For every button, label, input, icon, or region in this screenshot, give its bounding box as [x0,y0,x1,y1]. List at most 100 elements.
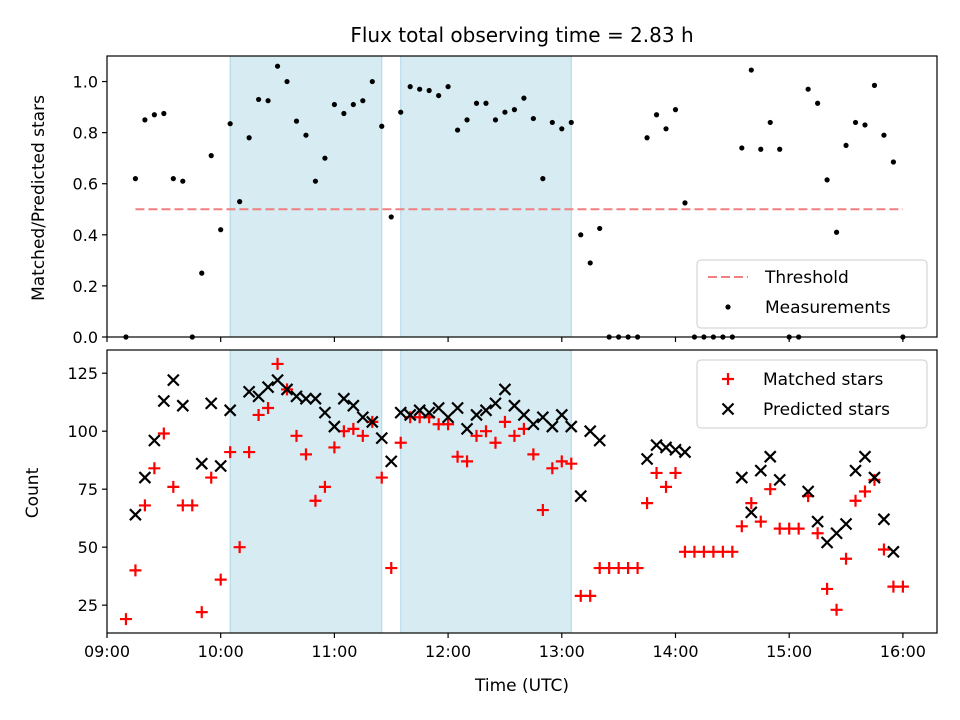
predicted-star-point-33 [451,401,464,415]
matched-star-point-69 [764,483,777,496]
predicted-star-point-66 [868,471,881,484]
matched-star-point-83 [896,580,909,593]
matched-star-point-55 [631,562,644,575]
bottom-y-axis-label: Count [23,467,43,518]
predicted-star-point-43 [546,420,559,433]
measurement-point-27 [369,78,375,85]
measurement-point-47 [559,126,565,132]
predicted-star-point-14 [271,373,284,387]
matched-star-point-68 [754,515,767,528]
measurement-point-34 [436,92,442,99]
predicted-star-point-62 [830,526,843,540]
measurement-point-57 [653,112,660,118]
top-shaded-interval-1 [229,55,383,338]
top-legend: Threshold Measurements [696,259,928,329]
x-tick-label-3: 11:00 [311,642,357,661]
predicted-star-point-17 [299,392,313,405]
bottom-axes-frame [106,349,938,634]
legend-predicted-label: Predicted stars [763,400,890,420]
matched-star-point-47 [555,455,568,468]
top-y-axis-label: Matched/Predicted stars [29,95,49,301]
predicted-star-point-18 [309,392,322,405]
predicted-star-point-27 [394,406,407,419]
matched-star-point-81 [877,543,890,556]
predicted-star-point-54 [735,471,749,484]
predicted-star-point-7 [195,457,209,470]
measurement-point-79 [862,122,868,128]
measurement-point-16 [265,98,271,104]
measurement-point-66 [739,145,745,151]
measurement-point-7 [180,178,186,184]
bottom-legend: Matched stars Predicted stars [696,359,928,429]
x-tick-label-1: 09:00 [84,642,130,661]
legend-threshold-label: Threshold [764,268,849,288]
measurement-point-14 [246,135,252,141]
matched-star-point-67 [745,497,758,510]
predicted-star-point-4 [157,394,171,408]
measurement-point-40 [492,117,499,123]
predicted-star-point-56 [754,464,768,477]
predicted-star-point-9 [214,459,227,473]
predicted-star-point-32 [441,410,455,424]
predicted-star-point-44 [555,408,569,422]
measurement-point-26 [360,98,366,104]
measurement-point-17 [274,63,281,69]
measurement-point-49 [578,232,584,238]
measurement-point-39 [483,100,489,106]
matched-star-point-6 [167,480,180,493]
predicted-star-point-39 [508,399,521,412]
matched-star-point-25 [347,422,360,435]
measurement-point-9 [199,270,205,276]
measurement-point-78 [852,119,859,126]
measurement-point-43 [521,95,527,101]
matched-star-point-22 [318,480,331,493]
matched-star-point-78 [849,494,862,507]
bottom-legend-box [696,359,928,429]
measurement-point-11 [218,227,224,233]
top-shaded-intervals [229,55,572,338]
measurement-point-74 [815,100,821,106]
measurement-point-35 [445,84,451,90]
measurement-point-20 [303,132,309,138]
matched-star-point-37 [461,455,474,468]
measurement-point-22 [322,155,328,161]
legend-matched-swatch [722,373,734,385]
measurement-point-80 [871,82,878,88]
measurement-point-2 [132,176,139,182]
measurement-point-24 [341,110,347,117]
predicted-star-point-23 [356,410,370,424]
predicted-star-point-26 [384,455,398,468]
matched-star-point-45 [536,504,549,517]
bottom-shaded-interval-2 [400,349,572,634]
measurement-point-3 [142,117,148,123]
predicted-star-point-38 [498,383,512,396]
bottom-y-tick-label-1: 25 [78,596,98,615]
predicted-star-point-25 [375,431,389,445]
predicted-star-point-63 [839,517,853,531]
matched-star-point-58 [660,480,673,493]
x-tick-label-6: 14:00 [652,642,698,661]
top-y-tick-label-1: 0.0 [73,328,98,347]
measurement-point-25 [350,101,356,108]
predicted-star-point-45 [564,420,578,433]
legend-predicted-swatch [721,402,735,416]
measurement-point-59 [672,107,679,113]
predicted-star-point-19 [318,406,332,419]
predicted-star-point-20 [328,420,341,433]
predicted-star-point-24 [366,415,379,429]
predicted-star-point-29 [413,404,426,417]
measurement-point-13 [237,199,243,205]
measurement-point-56 [644,135,650,141]
matched-star-point-66 [735,520,748,533]
measurement-point-29 [388,214,394,220]
measurement-point-69 [767,119,773,126]
matched-star-point-17 [271,357,284,370]
predicted-star-point-50 [650,438,663,452]
matched-star-point-11 [214,573,227,586]
measurement-point-30 [398,109,404,115]
measurement-point-82 [890,159,897,165]
matched-star-point-44 [527,448,540,461]
matched-star-point-40 [489,436,502,449]
matched-star-point-76 [830,603,843,616]
measurement-point-77 [843,142,849,149]
